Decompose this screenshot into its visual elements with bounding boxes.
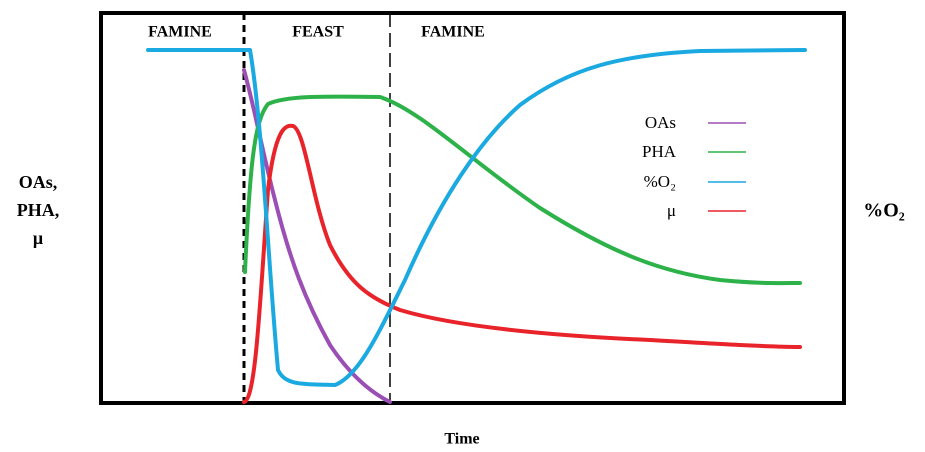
legend-label: PHA xyxy=(642,142,677,161)
phase-label: FAMINE xyxy=(421,24,485,41)
plot-frame xyxy=(99,11,846,405)
legend-label: %O₂ xyxy=(644,172,676,191)
right-axis-label: %O₂ xyxy=(863,200,905,222)
mu-curve xyxy=(242,123,802,404)
legend-label: OAs xyxy=(645,113,676,132)
pha-curve xyxy=(243,94,802,286)
x-axis-label: Time xyxy=(444,431,479,448)
left-axis-label: μ xyxy=(33,228,43,248)
phase-label: FEAST xyxy=(292,24,344,41)
left-axis-label: OAs, xyxy=(19,172,58,192)
phase-label: FAMINE xyxy=(148,24,212,41)
left-axis-label: PHA, xyxy=(17,200,60,220)
o2-curve xyxy=(146,48,807,387)
legend-label: μ xyxy=(667,201,676,220)
